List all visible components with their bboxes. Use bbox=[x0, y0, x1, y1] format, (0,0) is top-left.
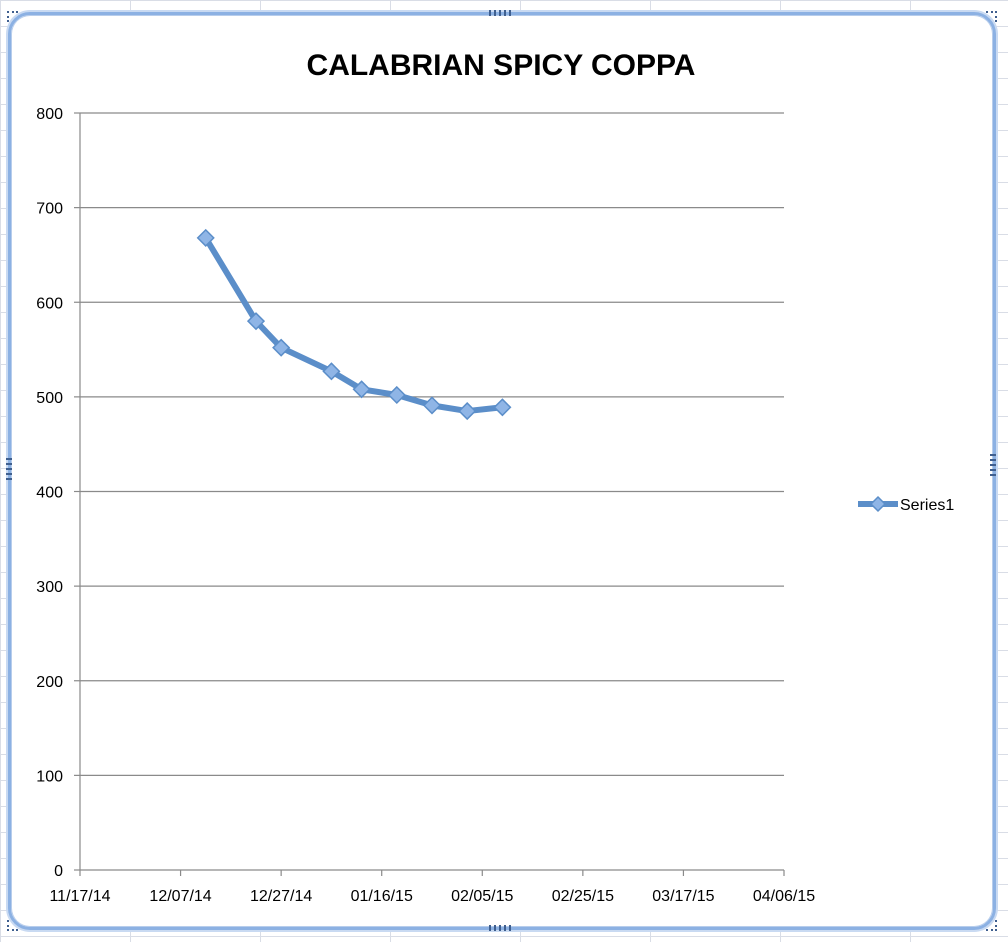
x-tick-label: 12/07/14 bbox=[149, 888, 211, 905]
x-tick-label: 02/25/15 bbox=[552, 888, 614, 905]
resize-handle-bottom-left[interactable] bbox=[7, 920, 18, 931]
resize-handle-bottom-right[interactable] bbox=[986, 920, 997, 931]
series-layer[interactable] bbox=[196, 228, 512, 421]
y-axis-tick-labels: 0 100 200 300 400 500 600 700 800 bbox=[36, 106, 63, 880]
resize-handle-bottom[interactable] bbox=[489, 925, 511, 931]
data-point-marker[interactable] bbox=[196, 228, 215, 247]
resize-handle-top[interactable] bbox=[489, 10, 511, 16]
y-tick-label: 600 bbox=[36, 295, 63, 312]
axes bbox=[74, 112, 785, 876]
x-tick-label: 11/17/14 bbox=[49, 888, 110, 905]
legend[interactable]: Series1 bbox=[858, 495, 954, 514]
y-tick-label: 800 bbox=[36, 106, 63, 123]
y-tick-label: 300 bbox=[36, 579, 63, 596]
resize-handle-right[interactable] bbox=[990, 454, 996, 476]
chart-title: CALABRIAN SPICY COPPA bbox=[307, 49, 696, 82]
resize-handle-left[interactable] bbox=[6, 458, 12, 480]
data-point-marker[interactable] bbox=[422, 396, 442, 415]
gridlines bbox=[80, 112, 784, 776]
y-tick-label: 0 bbox=[54, 863, 63, 880]
y-tick-label: 200 bbox=[36, 674, 63, 691]
x-tick-label: 01/16/15 bbox=[351, 888, 413, 905]
x-axis-tick-labels: 11/17/14 12/07/14 12/27/14 01/16/15 02/05/15… bbox=[49, 888, 815, 905]
x-tick-label: 04/06/15 bbox=[753, 888, 815, 905]
data-point-marker[interactable] bbox=[246, 312, 266, 331]
legend-label: Series1 bbox=[900, 497, 954, 514]
data-point-marker[interactable] bbox=[493, 398, 512, 417]
resize-handle-top-right[interactable] bbox=[986, 11, 997, 22]
data-point-marker[interactable] bbox=[322, 362, 341, 381]
series-line[interactable] bbox=[202, 234, 506, 415]
legend-marker bbox=[869, 495, 887, 513]
y-tick-label: 100 bbox=[36, 768, 63, 785]
y-tick-label: 500 bbox=[36, 390, 63, 407]
data-point-marker[interactable] bbox=[272, 338, 291, 357]
x-tick-label: 12/27/14 bbox=[250, 888, 312, 905]
data-point-marker[interactable] bbox=[352, 380, 371, 399]
data-point-marker[interactable] bbox=[458, 402, 477, 421]
resize-handle-top-left[interactable] bbox=[7, 11, 18, 22]
chart-frame[interactable] bbox=[8, 12, 996, 930]
data-point-marker[interactable] bbox=[387, 385, 406, 405]
y-tick-label: 700 bbox=[36, 201, 63, 218]
x-tick-label: 03/17/15 bbox=[652, 888, 714, 905]
x-tick-label: 02/05/15 bbox=[451, 888, 513, 905]
y-tick-label: 400 bbox=[36, 485, 63, 502]
